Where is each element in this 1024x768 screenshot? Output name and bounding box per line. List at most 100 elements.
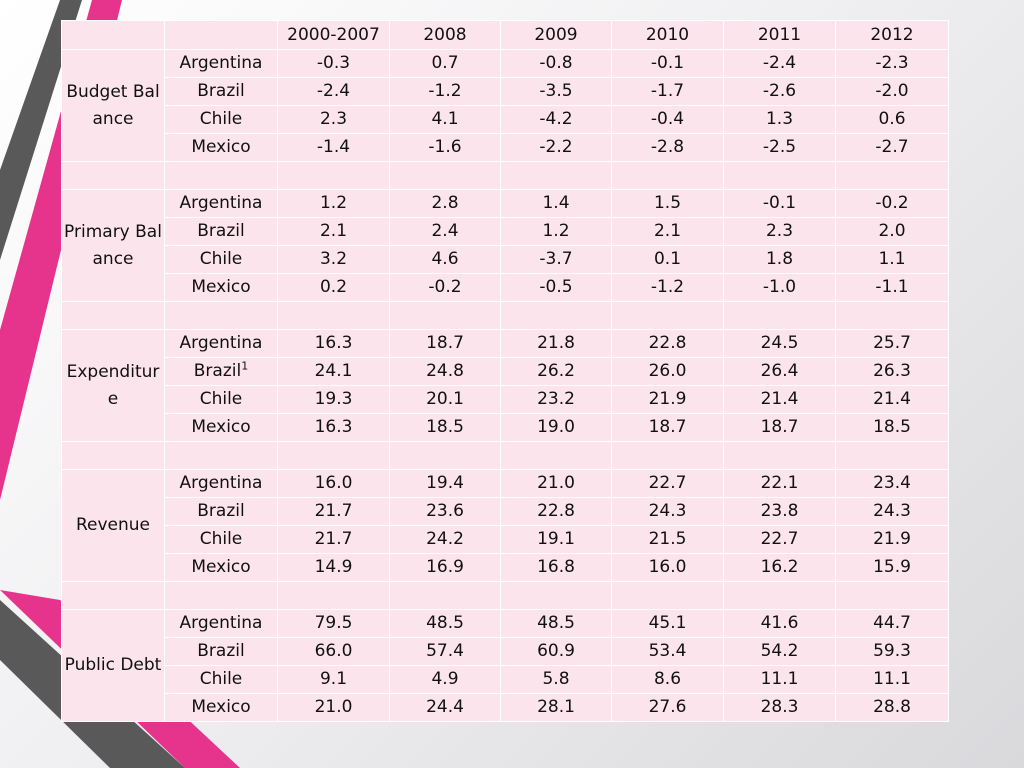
value-cell: 16.8	[500, 553, 612, 582]
country-name: Mexico	[191, 697, 251, 717]
value-cell: 21.9	[835, 525, 949, 554]
spacer-row	[61, 441, 949, 470]
value-cell: 8.6	[611, 665, 724, 694]
country-name: Argentina	[179, 473, 263, 493]
country-label: Brazil	[164, 637, 278, 666]
value-cell: -2.6	[723, 77, 836, 106]
value-cell: 21.4	[723, 385, 836, 414]
value-cell: -1.6	[389, 133, 501, 162]
value-cell: 2.0	[835, 217, 949, 246]
value-cell: -2.8	[611, 133, 724, 162]
country-name: Brazil	[197, 641, 245, 661]
table-row: Chile 2.3 4.1 -4.2 -0.4 1.3 0.6	[62, 105, 949, 134]
value-cell: 0.6	[835, 105, 949, 134]
column-header: 2000-2007	[277, 20, 390, 50]
empty-cell	[61, 301, 165, 330]
country-name: Mexico	[191, 417, 251, 437]
country-label: Mexico	[164, 413, 278, 442]
value-cell: 22.7	[611, 469, 724, 498]
value-cell: 18.5	[835, 413, 949, 442]
table-row: Public Debt Argentina 79.5 48.5 48.5 45.1 41.6…	[61, 609, 949, 722]
header-row: 2000-2007 2008 2009 2010 2011 2012	[61, 20, 949, 50]
table-row: Brazil 21.7 23.6 22.8 24.3 23.8 24.3	[62, 497, 949, 526]
value-cell: -2.7	[835, 133, 949, 162]
value-cell: 22.1	[723, 469, 836, 498]
country-name: Brazil	[197, 221, 245, 241]
value-cell: 21.0	[500, 469, 612, 498]
value-cell: 16.0	[277, 469, 390, 498]
value-cell: -1.4	[277, 133, 390, 162]
value-cell: 26.4	[723, 357, 836, 386]
value-cell: 48.5	[389, 609, 501, 638]
fiscal-indicators-table: 2000-2007 2008 2009 2010 2011 2012 Budget Bala…	[61, 20, 949, 722]
table-row: Budget Balance Argentina -0.3 0.7 -0.8 -0.1 -2…	[61, 49, 949, 162]
value-cell: -0.3	[277, 49, 390, 78]
country-name: Mexico	[191, 557, 251, 577]
country-name: Argentina	[179, 333, 263, 353]
column-header: 2010	[611, 20, 724, 50]
value-cell: 45.1	[611, 609, 724, 638]
empty-cell	[835, 161, 949, 190]
empty-cell	[389, 301, 501, 330]
column-header	[61, 20, 165, 50]
value-cell: 21.5	[611, 525, 724, 554]
value-cell: 14.9	[277, 553, 390, 582]
table-row: Chile 9.1 4.9 5.8 8.6 11.1 11.1	[62, 665, 949, 694]
empty-cell	[277, 581, 390, 610]
column-header	[164, 20, 278, 50]
value-cell: -3.7	[500, 245, 612, 274]
empty-cell	[611, 581, 724, 610]
group-label: Budget Balance	[61, 49, 165, 162]
empty-cell	[500, 581, 612, 610]
value-cell: 18.7	[723, 413, 836, 442]
table-row: Mexico 14.9 16.9 16.8 16.0 16.2 15.9	[62, 553, 949, 582]
value-cell: 16.9	[389, 553, 501, 582]
empty-cell	[500, 161, 612, 190]
value-cell: 79.5	[277, 609, 390, 638]
value-cell: 24.2	[389, 525, 501, 554]
empty-cell	[164, 301, 278, 330]
value-cell: -0.1	[723, 189, 836, 218]
country-name: Chile	[199, 109, 243, 129]
value-cell: 16.2	[723, 553, 836, 582]
value-cell: 1.8	[723, 245, 836, 274]
empty-cell	[277, 441, 390, 470]
value-cell: 0.7	[389, 49, 501, 78]
country-label: Chile	[164, 665, 278, 694]
value-cell: 21.9	[611, 385, 724, 414]
value-cell: 22.8	[500, 497, 612, 526]
empty-cell	[723, 301, 836, 330]
empty-cell	[835, 581, 949, 610]
empty-cell	[611, 441, 724, 470]
value-cell: 1.2	[277, 189, 390, 218]
table-row: Primary Balance Argentina 1.2 2.8 1.4 1.5 -0.1…	[61, 189, 949, 302]
table-row: Chile 19.3 20.1 23.2 21.9 21.4 21.4	[62, 385, 949, 414]
country-label: Brazil	[164, 77, 278, 106]
value-cell: -0.2	[389, 273, 501, 302]
value-cell: -0.2	[835, 189, 949, 218]
country-name: Argentina	[179, 613, 263, 633]
value-cell: 2.1	[611, 217, 724, 246]
empty-cell	[835, 301, 949, 330]
value-cell: 11.1	[723, 665, 836, 694]
country-name: Chile	[199, 669, 243, 689]
column-header: 2012	[835, 20, 949, 50]
value-cell: 24.3	[835, 497, 949, 526]
table-row: Revenue Argentina 16.0 19.4 21.0 22.7 22.1 23.4	[61, 469, 949, 582]
value-cell: 44.7	[835, 609, 949, 638]
empty-cell	[277, 301, 390, 330]
value-cell: 1.1	[835, 245, 949, 274]
value-cell: 54.2	[723, 637, 836, 666]
table-row: Brazil -2.4 -1.2 -3.5 -1.7 -2.6 -2.0	[62, 77, 949, 106]
value-cell: 9.1	[277, 665, 390, 694]
country-label: Chile	[164, 245, 278, 274]
value-cell: 4.1	[389, 105, 501, 134]
value-cell: -2.0	[835, 77, 949, 106]
country-name: Chile	[199, 529, 243, 549]
country-label: Argentina	[164, 469, 278, 498]
empty-cell	[500, 441, 612, 470]
value-cell: -0.8	[500, 49, 612, 78]
country-name: Brazil	[197, 81, 245, 101]
fiscal-table-container: 2000-2007 2008 2009 2010 2011 2012 Budget Bala…	[61, 20, 949, 722]
empty-cell	[389, 581, 501, 610]
